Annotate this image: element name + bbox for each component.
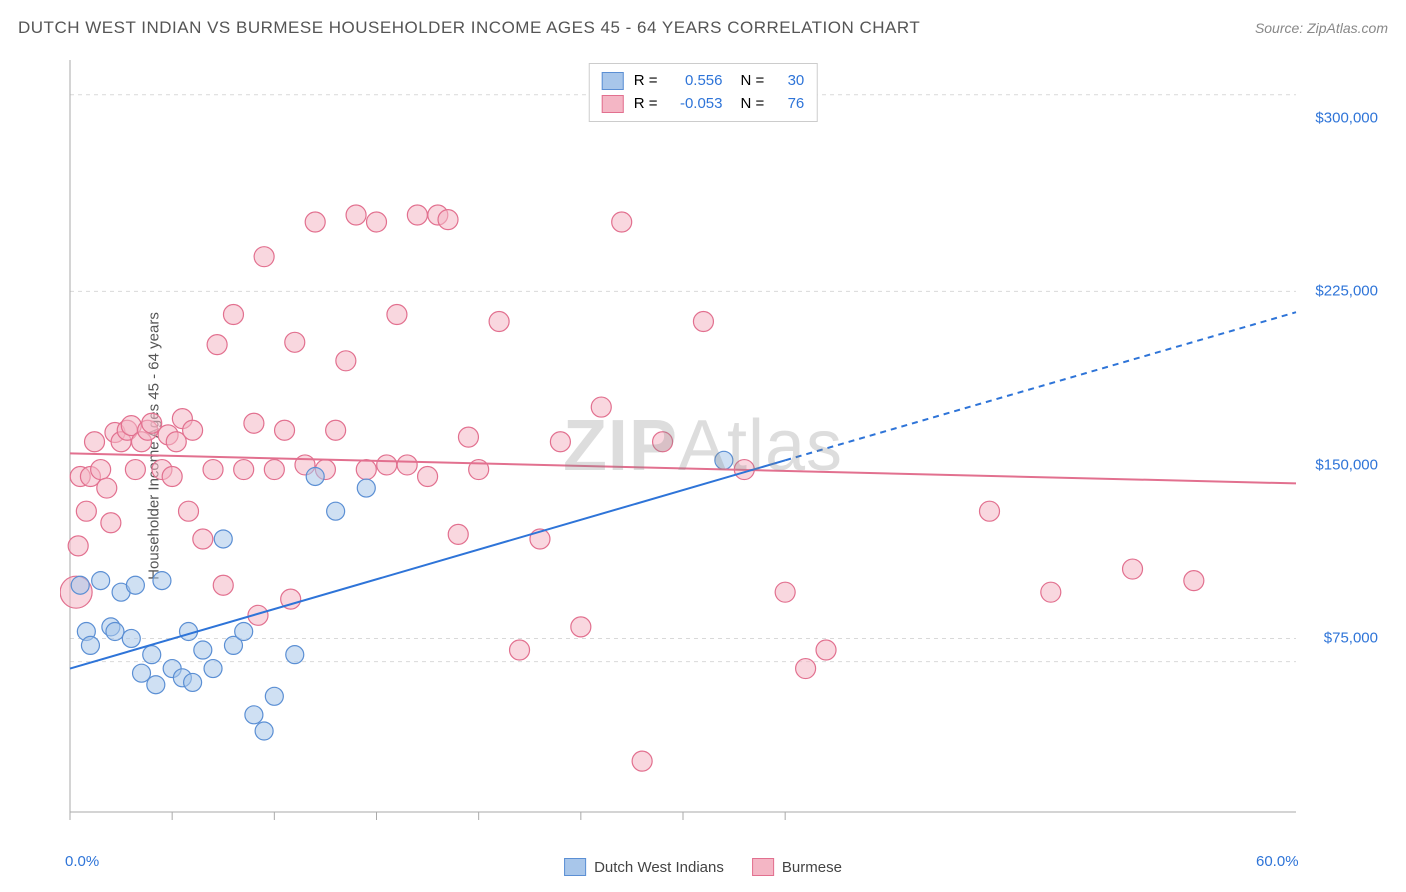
legend-label-0: Dutch West Indians — [594, 859, 724, 876]
legend-n-value-0: 30 — [774, 70, 804, 93]
series-legend: Dutch West Indians Burmese — [564, 858, 842, 876]
chart-title: DUTCH WEST INDIAN VS BURMESE HOUSEHOLDER… — [18, 18, 920, 38]
y-tick-label: $150,000 — [1315, 456, 1378, 473]
legend-swatch-blue — [564, 858, 586, 876]
source-label: Source: ZipAtlas.com — [1255, 20, 1388, 36]
legend-r-value-1: -0.053 — [668, 93, 723, 116]
legend-label-1: Burmese — [782, 859, 842, 876]
legend-swatch-pink — [752, 858, 774, 876]
y-tick-label: $300,000 — [1315, 109, 1378, 126]
legend-r-label: R = — [634, 70, 658, 93]
legend-row-series-0: R = 0.556 N = 30 — [602, 70, 805, 93]
legend-n-value-1: 76 — [774, 93, 804, 116]
x-axis-min-label: 0.0% — [65, 853, 99, 870]
legend-n-label: N = — [741, 93, 765, 116]
correlation-legend: R = 0.556 N = 30 R = -0.053 N = 76 — [589, 63, 818, 122]
legend-swatch-0 — [602, 72, 624, 90]
x-axis-max-label: 60.0% — [1256, 853, 1299, 870]
legend-r-label: R = — [634, 93, 658, 116]
scatter-plot — [60, 60, 1386, 832]
legend-n-label: N = — [741, 70, 765, 93]
y-tick-label: $75,000 — [1324, 630, 1378, 647]
legend-row-series-1: R = -0.053 N = 76 — [602, 93, 805, 116]
legend-r-value-0: 0.556 — [668, 70, 723, 93]
legend-item-0: Dutch West Indians — [564, 858, 724, 876]
legend-item-1: Burmese — [752, 858, 842, 876]
y-tick-label: $225,000 — [1315, 283, 1378, 300]
legend-swatch-1 — [602, 95, 624, 113]
